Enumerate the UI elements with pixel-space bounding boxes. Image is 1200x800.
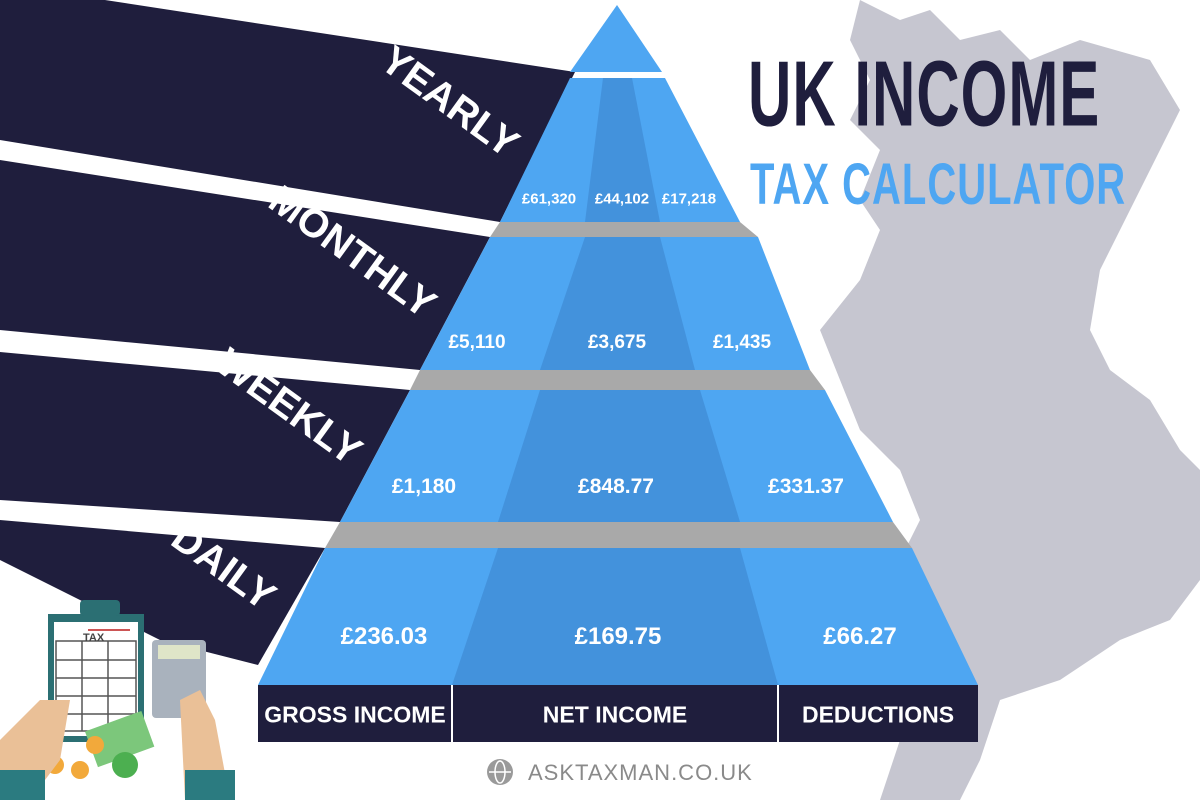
daily-gross: £236.03 [340, 623, 428, 650]
column-deductions: DEDUCTIONS [801, 701, 955, 728]
column-net-income: NET INCOME [542, 701, 688, 728]
weekly-net: £848.77 [578, 475, 654, 498]
yearly-gross: £61,320 [521, 190, 577, 208]
pyramid-apex [570, 5, 662, 72]
tier-gap [410, 370, 825, 390]
band-yearly [0, 0, 575, 222]
band-daily [0, 520, 325, 665]
column-gross-income: GROSS INCOME [264, 701, 446, 728]
weekly-deductions: £331.37 [768, 475, 844, 498]
monthly-deductions: £1,435 [712, 332, 772, 353]
yearly-deductions: £17,218 [661, 190, 717, 208]
band-weekly [0, 352, 410, 522]
title-line1: UK INCOME [748, 41, 1101, 146]
column-footer [258, 685, 978, 742]
daily-net: £169.75 [574, 623, 662, 650]
tier-monthly-net [540, 237, 695, 370]
tier-gap [325, 522, 912, 548]
uk-map [820, 0, 1200, 800]
tier-gap [490, 222, 758, 237]
title-line2: TAX CALCULATOR [750, 153, 1127, 217]
site-link[interactable]: ASKTAXMAN.CO.UK [528, 760, 753, 785]
yearly-net: £44,102 [594, 190, 650, 208]
tier-daily-net [452, 548, 778, 685]
tier-weekly-net [498, 390, 740, 522]
tier-yearly-net [585, 78, 660, 222]
monthly-net: £3,675 [587, 332, 647, 353]
band-monthly [0, 160, 490, 370]
weekly-gross: £1,180 [391, 475, 457, 498]
globe-icon [487, 759, 513, 785]
clipboard-label: TAX [83, 632, 105, 644]
monthly-gross: £5,110 [448, 332, 506, 353]
daily-deductions: £66.27 [823, 623, 897, 650]
tax-illustration [0, 600, 235, 800]
